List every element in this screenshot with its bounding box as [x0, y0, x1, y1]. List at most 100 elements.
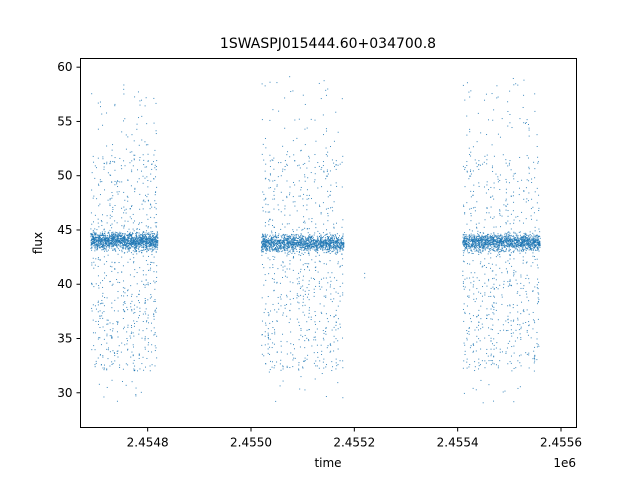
data-point — [287, 151, 289, 153]
data-point — [282, 199, 284, 201]
data-point — [302, 235, 304, 237]
data-point — [153, 244, 155, 246]
data-point — [262, 238, 264, 240]
data-point — [113, 241, 115, 243]
data-point — [123, 241, 125, 243]
data-point — [106, 240, 108, 242]
data-point — [97, 258, 99, 260]
data-point — [292, 240, 294, 242]
data-point — [119, 245, 121, 247]
data-point — [90, 233, 92, 235]
data-point — [138, 117, 140, 119]
data-point — [341, 253, 343, 255]
data-point — [116, 234, 118, 236]
data-point — [110, 224, 112, 226]
data-point — [487, 234, 489, 236]
data-point — [333, 326, 335, 328]
data-point — [323, 171, 325, 173]
data-point — [337, 382, 339, 384]
data-point — [465, 236, 467, 238]
data-point — [271, 347, 273, 349]
data-point — [320, 168, 322, 170]
data-point — [111, 270, 113, 272]
data-point — [482, 232, 484, 234]
data-point — [121, 251, 123, 253]
data-point — [280, 264, 282, 266]
data-point — [154, 246, 156, 248]
data-point — [116, 321, 118, 323]
data-point — [112, 239, 114, 241]
data-point — [100, 235, 102, 237]
data-point — [149, 241, 151, 243]
data-point — [334, 246, 336, 248]
data-point — [102, 280, 104, 282]
data-point — [150, 241, 152, 243]
data-point — [101, 231, 103, 233]
data-point — [283, 244, 285, 246]
data-point — [114, 360, 116, 362]
data-point — [276, 249, 278, 251]
data-point — [339, 244, 341, 246]
data-point — [270, 187, 272, 189]
data-point — [286, 163, 288, 165]
data-point — [512, 245, 514, 247]
data-point — [491, 236, 493, 238]
data-point — [339, 323, 341, 325]
data-point — [111, 232, 113, 234]
data-point — [111, 237, 113, 239]
data-point — [147, 237, 149, 239]
data-point — [272, 159, 274, 161]
data-point — [333, 247, 335, 249]
data-point — [266, 239, 268, 241]
data-point — [152, 239, 154, 241]
data-point — [139, 237, 141, 239]
data-point — [304, 174, 306, 176]
data-point — [150, 249, 152, 251]
data-point — [116, 235, 118, 237]
data-point — [304, 227, 306, 229]
data-point — [263, 236, 265, 237]
data-point — [263, 199, 265, 201]
data-point — [335, 160, 337, 162]
data-point — [139, 208, 141, 210]
data-point — [278, 251, 280, 253]
data-point — [286, 239, 288, 241]
data-point — [324, 241, 326, 243]
data-point — [134, 237, 136, 239]
data-point — [153, 217, 155, 219]
data-point — [289, 263, 291, 265]
data-point — [337, 240, 339, 242]
data-point — [265, 240, 267, 242]
data-point — [536, 243, 538, 245]
data-point — [146, 236, 148, 238]
data-point — [293, 240, 295, 242]
data-point — [268, 243, 270, 245]
data-point — [263, 355, 265, 357]
data-point — [506, 244, 508, 246]
data-point — [534, 236, 536, 238]
data-point — [151, 247, 153, 249]
data-point — [133, 240, 135, 242]
data-point — [154, 149, 156, 151]
data-point — [271, 241, 273, 243]
data-point — [127, 241, 129, 243]
data-point — [335, 247, 337, 249]
data-point — [268, 248, 270, 250]
data-point — [132, 240, 134, 242]
data-point — [505, 239, 507, 241]
data-point — [131, 381, 133, 383]
data-point — [515, 246, 517, 248]
data-point — [265, 279, 267, 281]
data-point — [144, 245, 146, 247]
data-point — [279, 245, 281, 247]
data-point — [98, 383, 100, 385]
data-point — [153, 318, 155, 320]
data-point — [528, 242, 530, 244]
data-point — [131, 242, 133, 244]
data-point — [91, 283, 93, 285]
data-point — [119, 243, 121, 245]
data-point — [145, 321, 147, 323]
data-point — [131, 232, 133, 234]
data-point — [282, 269, 284, 271]
data-point — [138, 241, 140, 243]
